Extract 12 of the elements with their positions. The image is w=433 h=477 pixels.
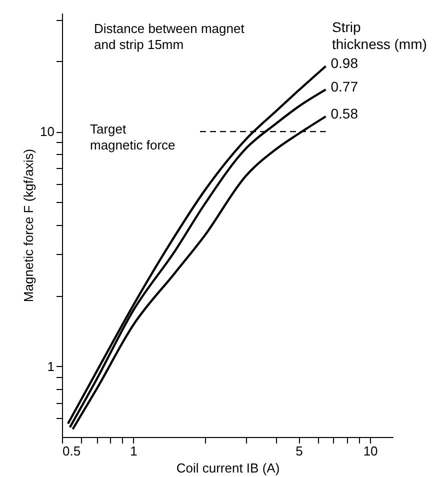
series-label: 0.98: [330, 55, 358, 72]
x-tick-label: 5: [296, 444, 303, 458]
legend-title: Strip thickness (mm): [332, 19, 427, 52]
x-axis-title: Coil current IB (A): [176, 460, 280, 476]
x-tick-label: 0.5: [62, 444, 81, 458]
x-tick-label: 10: [363, 444, 378, 458]
series-label: 0.77: [330, 78, 358, 95]
ref-line-label: Target magnetic force: [90, 122, 176, 153]
x-tick-label: 1: [130, 444, 138, 458]
series-label: 0.58: [330, 105, 358, 122]
annotation: Distance between magnet and strip 15mm: [94, 21, 245, 52]
y-axis-title: Magnetic force F (kgf/axis): [21, 148, 36, 302]
